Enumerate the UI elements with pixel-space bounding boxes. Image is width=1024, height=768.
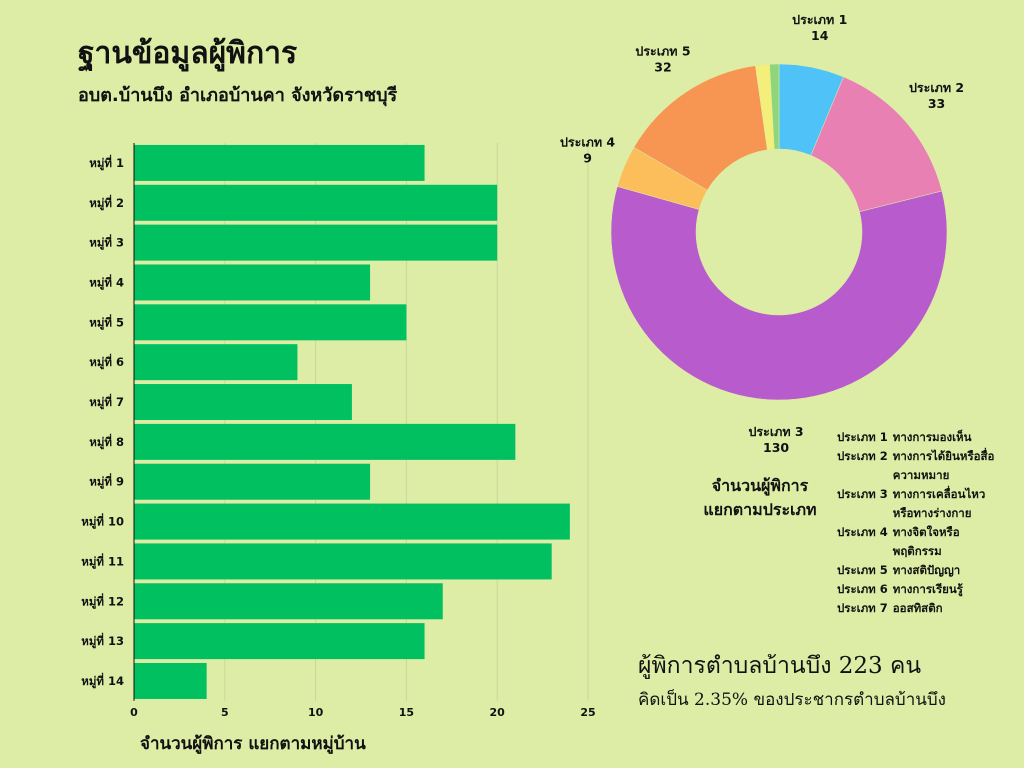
x-tick-label: 20 <box>490 706 506 719</box>
x-tick-label: 25 <box>580 706 595 719</box>
y-tick-label: หมู่ที่ 13 <box>81 632 124 649</box>
y-tick-label: หมู่ที่ 14 <box>81 672 124 689</box>
legend-desc: ทางการมองเห็น <box>892 430 972 444</box>
legend-item: ประเภท 2 ทางการได้ยินหรือสื่อความหมาย <box>837 447 1017 485</box>
donut-caption-line2: แยกตามประเภท <box>703 500 817 519</box>
bar-chart-xlabel: จำนวนผู้พิการ แยกตามหมู่บ้าน <box>140 734 366 754</box>
legend-type: ประเภท 3 <box>837 487 888 501</box>
y-tick-label: หมู่ที่ 11 <box>81 552 124 569</box>
legend-type: ประเภท 2 <box>837 449 888 463</box>
legend-type: ประเภท 5 <box>837 563 888 577</box>
slice-label-name: ประเภท 1 <box>792 12 847 27</box>
page-title: ฐานข้อมูลผู้พิการ <box>78 36 298 71</box>
y-tick-label: หมู่ที่ 2 <box>89 194 124 211</box>
legend-item: ประเภท 3 ทางการเคลื่อนไหวหรือทางร่างกาย <box>837 485 1017 523</box>
y-tick-label: หมู่ที่ 8 <box>89 433 124 450</box>
slice-label-name: ประเภท 5 <box>635 43 690 58</box>
legend-desc: ทางจิตใจหรือพฤติกรรม <box>892 525 960 558</box>
donut-caption-line1: จำนวนผู้พิการ <box>711 476 809 495</box>
y-tick-label: หมู่ที่ 7 <box>89 393 124 410</box>
legend-item: ประเภท 1 ทางการมองเห็น <box>837 428 1017 447</box>
slice-label: ประเภท 114 <box>792 12 847 43</box>
legend-type: ประเภท 6 <box>837 582 888 596</box>
slice-label: ประเภท 532 <box>635 43 690 74</box>
legend-desc: ทางการได้ยินหรือสื่อความหมาย <box>892 449 995 482</box>
donut-slice <box>633 65 768 191</box>
slice-label: ประเภท 233 <box>909 80 964 111</box>
summary-percent: คิดเป็น 2.35% ของประชากรตำบลบ้านบึง <box>638 690 946 710</box>
bar <box>134 463 371 500</box>
slice-label-name: ประเภท 2 <box>909 80 964 95</box>
bar-chart: หมู่ที่ 1 หมู่ที่ 2 หมู่ที่ 3 หมู่ที่ 4 หมู่… <box>81 143 596 719</box>
y-tick-label: หมู่ที่ 3 <box>89 234 124 251</box>
x-tick-label: 5 <box>221 706 229 719</box>
x-tick-label: 10 <box>308 706 324 719</box>
slice-label-name: ประเภท 4 <box>560 135 615 150</box>
y-tick-label: หมู่ที่ 12 <box>81 592 124 609</box>
legend-item: ประเภท 4 ทางจิตใจหรือพฤติกรรม <box>837 523 1017 561</box>
bar <box>134 264 371 301</box>
type-legend: ประเภท 1 ทางการมองเห็น ประเภท 2 ทางการได… <box>837 428 1017 618</box>
y-tick-label: หมู่ที่ 9 <box>89 473 124 490</box>
donut-slice <box>610 186 948 401</box>
slice-label-name: ประเภท 3 <box>748 424 803 439</box>
bar <box>134 144 425 181</box>
bar <box>134 543 552 580</box>
y-tick-label: หมู่ที่ 5 <box>89 313 124 330</box>
legend-desc: ทางสติปัญญา <box>892 563 961 577</box>
page-subtitle: อบต.บ้านบึง อำเภอบ้านคา จังหวัดราชบุรี <box>78 85 398 106</box>
x-tick-label: 15 <box>399 706 414 719</box>
slice-label-value: 9 <box>583 151 592 166</box>
legend-desc: ออสทิสติก <box>892 601 943 615</box>
summary-total: ผู้พิการตำบลบ้านบึง 223 คน <box>638 653 922 679</box>
legend-type: ประเภท 7 <box>837 601 888 615</box>
legend-desc: ทางการเรียนรู้ <box>892 582 963 596</box>
bar <box>134 184 498 221</box>
slice-label-value: 130 <box>763 440 789 455</box>
bar <box>134 304 407 341</box>
bar <box>134 384 352 421</box>
legend-type: ประเภท 4 <box>837 525 888 539</box>
legend-item: ประเภท 7 ออสทิสติก <box>837 599 1017 618</box>
bar <box>134 623 425 660</box>
bar <box>134 224 498 261</box>
y-tick-label: หมู่ที่ 6 <box>89 353 124 370</box>
bar <box>134 662 207 699</box>
bar <box>134 344 298 381</box>
legend-type: ประเภท 1 <box>837 430 888 444</box>
slice-label-value: 32 <box>654 59 671 74</box>
y-tick-label: หมู่ที่ 4 <box>89 273 124 290</box>
legend-item: ประเภท 5 ทางสติปัญญา <box>837 561 1017 580</box>
slice-label-value: 14 <box>811 28 829 43</box>
donut-slice <box>769 63 780 150</box>
bar <box>134 503 570 540</box>
donut-chart-caption: จำนวนผู้พิการ แยกตามประเภท <box>660 474 860 522</box>
slice-label: ประเภท 49 <box>560 135 615 166</box>
x-tick-label: 0 <box>130 706 138 719</box>
legend-item: ประเภท 6 ทางการเรียนรู้ <box>837 580 1017 599</box>
bar <box>134 423 516 460</box>
legend-desc: ทางการเคลื่อนไหวหรือทางร่างกาย <box>892 487 986 520</box>
y-tick-label: หมู่ที่ 1 <box>89 154 124 171</box>
y-tick-label: หมู่ที่ 10 <box>81 513 124 530</box>
bar <box>134 583 443 620</box>
slice-label-value: 33 <box>928 96 945 111</box>
